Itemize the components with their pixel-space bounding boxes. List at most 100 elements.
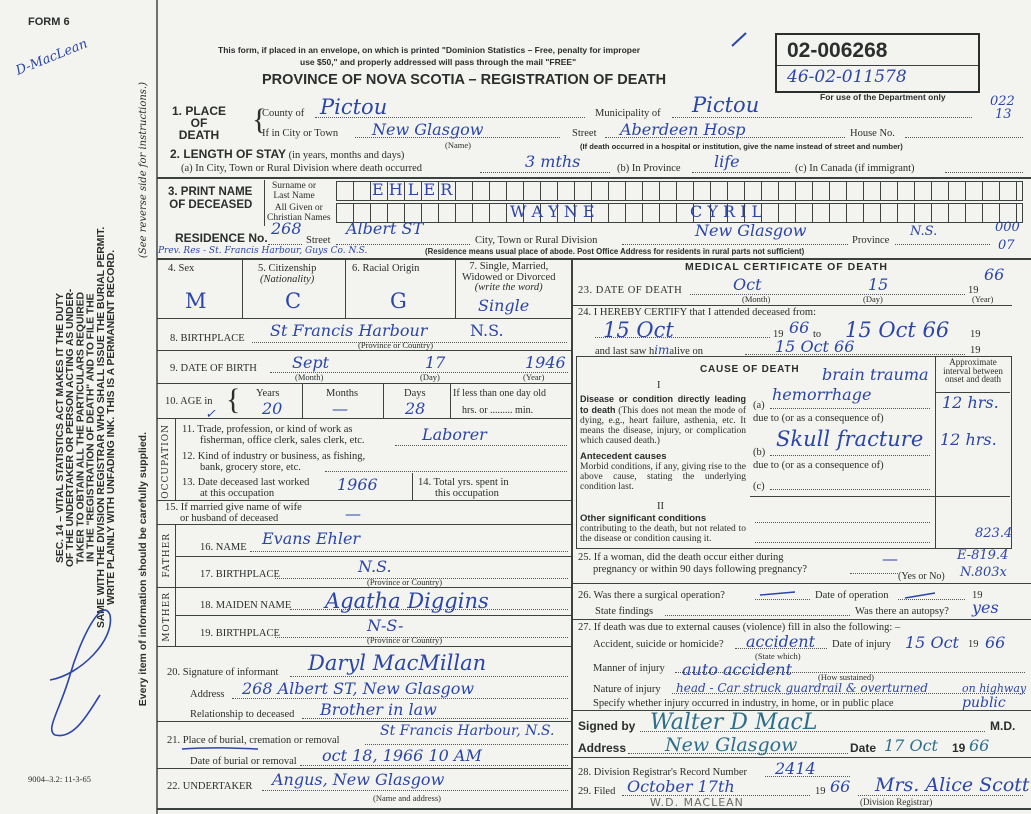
signature-year[interactable]: 66 [969, 736, 990, 755]
stay-b-value[interactable]: life [714, 152, 740, 171]
informant-address[interactable]: 268 Albert ST, New Glasgow [242, 679, 475, 698]
death-year[interactable]: 66 [984, 265, 1005, 284]
mother-name[interactable]: Agatha Diggins [325, 589, 489, 613]
county-value[interactable]: Pictou [320, 95, 388, 119]
last-saw-pronoun[interactable]: im [654, 343, 670, 357]
last-saw-label: and last saw himalive on [595, 343, 703, 357]
father-name-line [250, 551, 568, 552]
surname-boxes[interactable] [336, 181, 1023, 201]
sex-value[interactable]: M [185, 289, 207, 313]
city-value[interactable]: New Glasgow [372, 120, 484, 139]
record-number[interactable]: 2414 [775, 759, 816, 778]
spouse-value[interactable]: — [345, 504, 361, 523]
part-one-label: I [657, 380, 661, 391]
trade-value[interactable]: Laborer [422, 425, 487, 444]
nature-label: Nature of injury [593, 684, 661, 695]
burial-date[interactable]: oct 18, 1966 10 AM [322, 746, 482, 765]
last-worked-value[interactable]: 1966 [337, 475, 378, 494]
section-divider [157, 177, 1031, 179]
residence-city[interactable]: New Glasgow [695, 221, 807, 240]
informant-signature-label: 20. Signature of informant [167, 667, 279, 678]
father-name[interactable]: Evans Ehler [262, 529, 361, 548]
label-line: (write the word) [474, 282, 543, 293]
nature-value[interactable]: head - Car struck guardrail & overturned [676, 681, 928, 695]
stay-a-value[interactable]: 3 mths [525, 152, 581, 171]
birthplace-value[interactable]: St Francis Harbour [270, 321, 428, 340]
days-value[interactable]: 28 [405, 399, 426, 418]
cause-b-interval[interactable]: 12 hrs. [940, 430, 997, 449]
cause-a-line [770, 408, 930, 409]
death-month[interactable]: Oct [733, 275, 762, 294]
municipality-value[interactable]: Pictou [692, 93, 760, 117]
year-note: (Year) [972, 294, 994, 304]
manner-value[interactable]: auto accident [682, 660, 793, 679]
age-check: ✓ [205, 407, 216, 422]
autopsy-value[interactable]: yes [972, 598, 999, 617]
side-divider [175, 418, 176, 500]
injury-year[interactable]: 66 [985, 633, 1006, 652]
row-divider [157, 350, 572, 351]
residence-number[interactable]: 268 [271, 219, 302, 238]
burial-place[interactable]: St Francis Harbour, N.S. [380, 723, 555, 739]
citizenship-value[interactable]: C [285, 289, 302, 313]
dob-day[interactable]: 17 [425, 353, 446, 372]
undertaker-value[interactable]: Angus, New Glasgow [272, 770, 445, 789]
q15-line1: 15. If married give name of wife [165, 502, 302, 513]
hospital-note: (If death occurred in a hospital or inst… [580, 142, 903, 151]
registration-number-box: 02-006268 46-02-011578 [775, 33, 980, 93]
residence-street-label: Street [306, 235, 331, 246]
registration-number: 02-006268 [787, 39, 888, 62]
residence-province[interactable]: N.S. [910, 224, 938, 239]
informant-signature[interactable]: Daryl MacMillan [308, 651, 487, 675]
dob-month[interactable]: Sept [292, 353, 330, 372]
attended-to[interactable]: 15 Oct 66 [845, 318, 950, 342]
burial-date-label: Date of burial or removal [190, 756, 297, 767]
racial-origin-value[interactable]: G [390, 289, 407, 313]
mother-birthplace[interactable]: N-S- [367, 616, 404, 635]
cause-a-line1[interactable]: brain trauma [822, 365, 929, 384]
signature-date[interactable]: 17 Oct [884, 736, 938, 755]
given-name-1: W A Y N E [510, 202, 595, 221]
residence-street[interactable]: Albert ST [346, 219, 424, 238]
interval-header-divider [935, 392, 1010, 393]
check-stroke-icon [731, 32, 747, 47]
physician-address[interactable]: New Glasgow [665, 734, 798, 756]
physician-signature[interactable]: Walter D MacL [650, 710, 818, 735]
date-of-death-line [690, 294, 965, 295]
operation-date-line [898, 599, 965, 600]
days-label: Days [404, 388, 426, 399]
months-value[interactable]: — [332, 399, 348, 418]
attended-from-year[interactable]: 66 [789, 318, 810, 337]
street-value[interactable]: Aberdeen Hosp [620, 120, 746, 139]
print-code: 9004–3.2: 11-3-65 [28, 774, 91, 784]
place-value[interactable]: public [962, 695, 1006, 711]
dob-year[interactable]: 1946 [525, 353, 566, 372]
nature-value-2[interactable]: on highway [962, 682, 1027, 695]
q25-value[interactable]: — [882, 549, 898, 568]
q11-line1: 11. Trade, profession, or kind of work a… [182, 424, 353, 435]
label-line: OF [190, 116, 208, 130]
father-birthplace[interactable]: N.S. [358, 557, 392, 576]
see-reverse-note: (See reverse side for instructions.) [138, 82, 149, 259]
relationship-value[interactable]: Brother in law [320, 700, 437, 719]
marital-status-value[interactable]: Single [478, 296, 530, 315]
age-label: 10. AGE in [165, 396, 213, 407]
undertaker-label: 22. UNDERTAKER [167, 781, 253, 792]
informant-line [290, 676, 568, 677]
attended-from[interactable]: 15 Oct [603, 318, 674, 342]
given-names-boxes[interactable] [336, 203, 1023, 223]
last-saw-value[interactable]: 15 Oct 66 [775, 337, 855, 356]
cause-a-interval[interactable]: 12 hrs. [942, 393, 999, 412]
dash-strokes-icon [759, 591, 936, 599]
cause-a-line2[interactable]: hemorrhage [772, 385, 872, 404]
filed-year[interactable]: 66 [830, 777, 851, 796]
department-code-bottom: 13 [995, 107, 1012, 122]
birthplace-province[interactable]: N.S. [470, 321, 504, 340]
registrar-signature[interactable]: Mrs. Alice Scott [875, 774, 1030, 796]
death-day[interactable]: 15 [868, 275, 889, 294]
injury-date[interactable]: 15 Oct [905, 633, 959, 652]
filed-date[interactable]: October 17th [627, 777, 735, 796]
years-value[interactable]: 20 [262, 399, 283, 418]
cause-b-value[interactable]: Skull fracture [776, 427, 924, 451]
accident-value[interactable]: accident [746, 632, 816, 651]
